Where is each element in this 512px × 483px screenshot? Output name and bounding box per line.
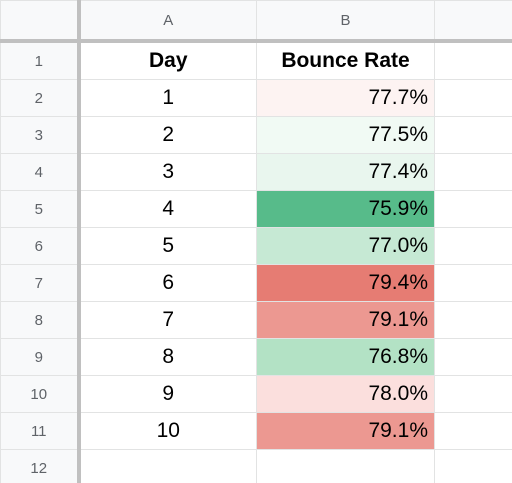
row-header[interactable]: 11 [0, 412, 81, 450]
table-row: 5 4 75.9% [0, 190, 512, 228]
table-row: 10 9 78.0% [0, 375, 512, 413]
cell-bounce-rate[interactable]: 77.4% [256, 153, 435, 191]
table-row: 8 7 79.1% [0, 301, 512, 339]
cell-day[interactable]: 3 [78, 153, 257, 191]
row-header[interactable]: 1 [0, 40, 81, 80]
column-header-row: A B [0, 0, 512, 43]
cell-empty[interactable] [434, 412, 512, 450]
cell-bounce-rate[interactable]: 77.0% [256, 227, 435, 265]
cell-day[interactable]: 6 [78, 264, 257, 302]
column-header-a[interactable]: A [78, 0, 257, 43]
header-cell-bounce-rate[interactable]: Bounce Rate [256, 40, 435, 80]
row-header[interactable]: 6 [0, 227, 81, 265]
cell-empty[interactable] [434, 153, 512, 191]
cell-bounce-rate[interactable]: 77.5% [256, 116, 435, 154]
row-header[interactable]: 3 [0, 116, 81, 154]
cell-empty[interactable] [434, 40, 512, 80]
column-header-b[interactable]: B [256, 0, 435, 43]
table-row: 1 Day Bounce Rate [0, 40, 512, 80]
row-header[interactable]: 2 [0, 79, 81, 117]
cell-bounce-rate[interactable]: 77.7% [256, 79, 435, 117]
table-row: 2 1 77.7% [0, 79, 512, 117]
cell-day[interactable]: 8 [78, 338, 257, 376]
cell-bounce-rate[interactable]: 78.0% [256, 375, 435, 413]
cell-day[interactable]: 9 [78, 375, 257, 413]
cell-day[interactable]: 1 [78, 79, 257, 117]
cell-bounce-rate[interactable]: 79.4% [256, 264, 435, 302]
cell-bounce-rate[interactable]: 76.8% [256, 338, 435, 376]
table-row: 7 6 79.4% [0, 264, 512, 302]
row-header[interactable]: 4 [0, 153, 81, 191]
cell-bounce-rate[interactable] [256, 449, 435, 483]
cell-empty[interactable] [434, 227, 512, 265]
table-row: 6 5 77.0% [0, 227, 512, 265]
row-header[interactable]: 7 [0, 264, 81, 302]
cell-day[interactable] [78, 449, 257, 483]
row-header[interactable]: 5 [0, 190, 81, 228]
column-header-c[interactable] [434, 0, 512, 43]
table-row: 3 2 77.5% [0, 116, 512, 154]
table-row: 9 8 76.8% [0, 338, 512, 376]
table-row: 11 10 79.1% [0, 412, 512, 450]
table-row: 12 [0, 449, 512, 483]
cell-empty[interactable] [434, 116, 512, 154]
cell-empty[interactable] [434, 264, 512, 302]
cell-day[interactable]: 7 [78, 301, 257, 339]
header-cell-day[interactable]: Day [78, 40, 257, 80]
cell-day[interactable]: 2 [78, 116, 257, 154]
cell-day[interactable]: 10 [78, 412, 257, 450]
cell-empty[interactable] [434, 190, 512, 228]
cell-bounce-rate[interactable]: 79.1% [256, 412, 435, 450]
cell-empty[interactable] [434, 338, 512, 376]
cell-day[interactable]: 5 [78, 227, 257, 265]
row-header[interactable]: 12 [0, 449, 81, 483]
cell-empty[interactable] [434, 79, 512, 117]
cell-empty[interactable] [434, 375, 512, 413]
select-all-corner[interactable] [0, 0, 81, 43]
row-header[interactable]: 9 [0, 338, 81, 376]
cell-bounce-rate[interactable]: 75.9% [256, 190, 435, 228]
row-header[interactable]: 8 [0, 301, 81, 339]
cell-bounce-rate[interactable]: 79.1% [256, 301, 435, 339]
row-header[interactable]: 10 [0, 375, 81, 413]
cell-day[interactable]: 4 [78, 190, 257, 228]
cell-empty[interactable] [434, 301, 512, 339]
table-row: 4 3 77.4% [0, 153, 512, 191]
cell-empty[interactable] [434, 449, 512, 483]
